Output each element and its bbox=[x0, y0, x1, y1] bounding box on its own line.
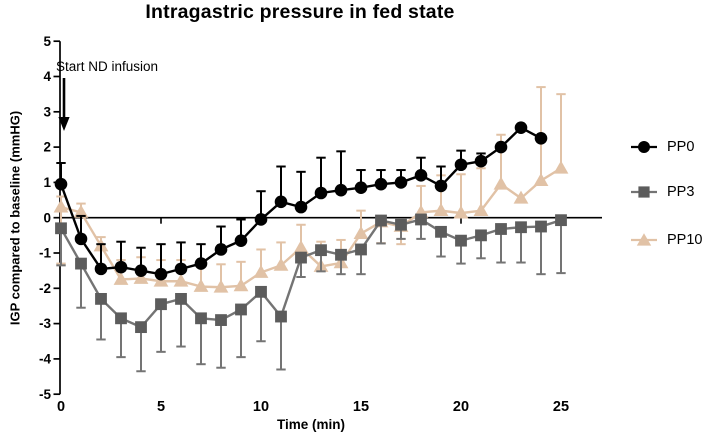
annotation-start-nd-infusion: Start ND infusion bbox=[56, 59, 159, 74]
legend-item-pp0: PP0 bbox=[630, 139, 694, 155]
tick-label: -4 bbox=[39, 352, 51, 367]
series-pp0 bbox=[54, 121, 548, 281]
tick-label: 5 bbox=[157, 399, 165, 415]
chart-title: Intragastric pressure in fed state bbox=[145, 1, 455, 23]
legend-item-pp10: PP10 bbox=[630, 232, 702, 248]
legend-label-pp0: PP0 bbox=[667, 139, 695, 155]
tick-label: 10 bbox=[253, 399, 269, 415]
down-arrow-icon bbox=[58, 78, 70, 131]
pp0-circle-marker-icon bbox=[631, 141, 657, 153]
legend-label-pp10: PP10 bbox=[667, 232, 703, 248]
tick-label: 3 bbox=[43, 104, 51, 119]
tick-label: 25 bbox=[553, 399, 569, 415]
tick-label: 20 bbox=[453, 399, 469, 415]
tick-label: 2 bbox=[43, 140, 51, 155]
tick-label: 0 bbox=[43, 210, 51, 225]
y-axis-title: IGP compared to baseline (mmHG) bbox=[7, 110, 23, 326]
series-pp10 bbox=[53, 86, 569, 293]
x-axis-title: Time (min) bbox=[276, 417, 346, 432]
legend-item-pp3: PP3 bbox=[630, 184, 694, 200]
tick-label: -2 bbox=[39, 281, 51, 296]
tick-label: -3 bbox=[39, 316, 51, 331]
tick-label: 0 bbox=[57, 399, 65, 415]
tick-label: 5 bbox=[43, 34, 51, 49]
tick-label: 4 bbox=[43, 69, 51, 84]
legend-label-pp3: PP3 bbox=[667, 184, 695, 200]
tick-label: -1 bbox=[39, 246, 51, 261]
pp3-square-marker-icon bbox=[631, 186, 657, 198]
pp10-triangle-marker-icon bbox=[631, 233, 657, 246]
tick-label: 15 bbox=[353, 399, 369, 415]
tick-label: -5 bbox=[39, 387, 51, 402]
series-pp3 bbox=[55, 213, 567, 373]
tick-label: 1 bbox=[43, 175, 51, 190]
